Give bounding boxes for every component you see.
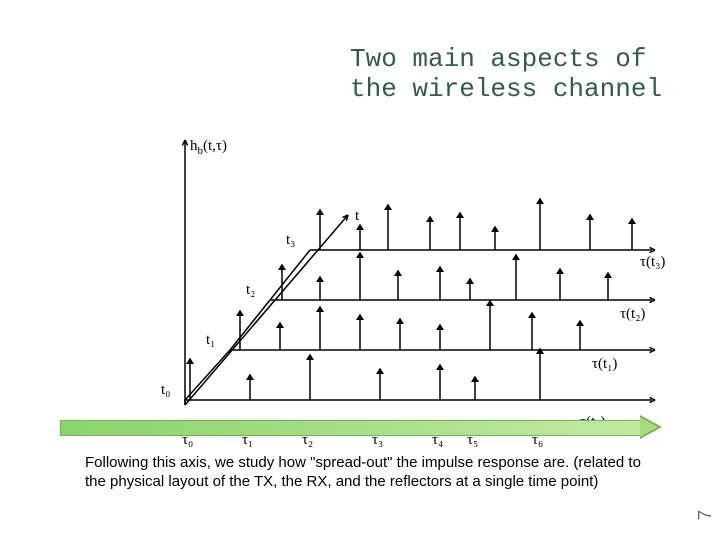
tau-row-label: τ(t₃) — [640, 254, 665, 271]
yaxis-label-text: hb(t,τ) — [190, 138, 227, 154]
yaxis-label: hb(t,τ) — [190, 138, 227, 157]
tau-row-label: τ(t₁) — [592, 356, 617, 373]
diagram-svg — [60, 60, 660, 440]
slide: Two main aspects of the wireless channel… — [0, 0, 720, 540]
highlight-arrowhead-inner — [640, 417, 658, 437]
caption-text: Following this axis, we study how "sprea… — [85, 454, 645, 492]
row-label: t₂ — [246, 282, 255, 299]
highlight-bar — [60, 420, 642, 436]
row-label: t₁ — [206, 332, 215, 349]
page-number: 7 — [695, 510, 716, 520]
row-label: t₃ — [286, 232, 295, 249]
diagram-container: hb(t,τ) t t₃t₂t₁t₀ τ₀τ₁τ₂τ₃τ₄τ₅τ₆ τ(t₃)τ… — [60, 60, 660, 440]
tau-row-label: τ(t₂) — [620, 306, 645, 323]
row-label: t₀ — [161, 382, 170, 399]
t-axis-label: t — [355, 208, 359, 225]
